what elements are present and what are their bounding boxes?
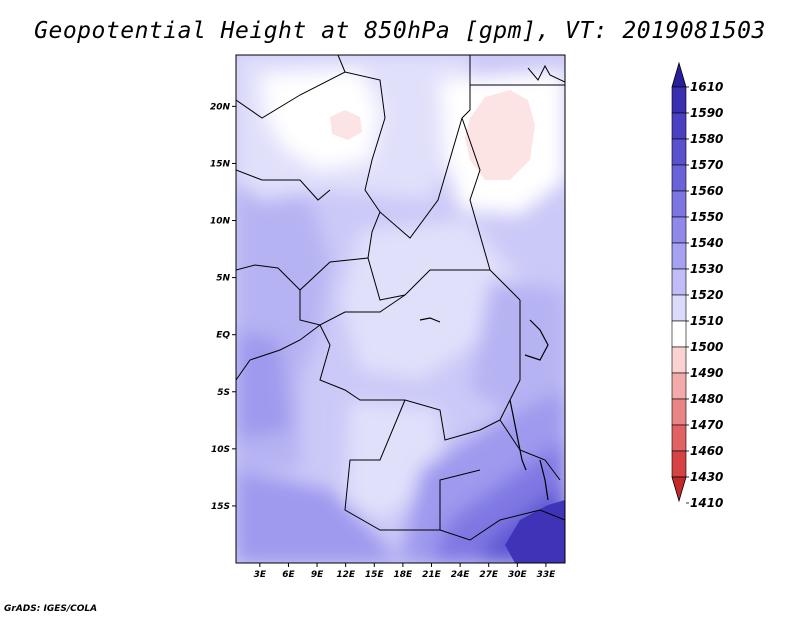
colorbar-level-label: 1560 [690, 184, 723, 198]
lakes [419, 317, 549, 501]
geopotential-field [236, 55, 565, 563]
colorbar-bottom-arrow [671, 476, 687, 503]
border-mali-burkina [236, 169, 331, 201]
lon-tick-label: 18E [394, 570, 414, 580]
lake-inland [419, 317, 441, 323]
lake-victoria [524, 319, 549, 361]
border-congo-drc [319, 324, 481, 441]
border-zambia-zimbabwe [439, 509, 565, 541]
field-southwest-mid-dark [236, 470, 400, 563]
colorbar-top-arrow [671, 61, 687, 88]
colorbar-level-label: 1540 [690, 236, 723, 250]
colorbar: 1610 1590 1580 1570 1560 1550 1540 1530 1520 1510… [671, 61, 723, 510]
colorbar-level-label: 1470 [690, 418, 723, 432]
country-borders [236, 55, 565, 541]
lat-tick-label: EQ [216, 331, 230, 341]
field-north-white [262, 70, 380, 170]
colorbar-level-label: 1410 [690, 496, 723, 510]
plot-frame [235, 54, 566, 564]
colorbar-swatch [671, 424, 687, 452]
lon-tick-label: 21E [422, 570, 442, 580]
colorbar-level-label: 1570 [690, 158, 723, 172]
lon-tick-label: 15E [365, 570, 385, 580]
colorbar-swatch [671, 164, 687, 192]
lon-tick-label: 24E [451, 570, 471, 580]
field-high-pink-east [465, 90, 535, 180]
lat-tick-label: 10S [211, 445, 230, 455]
colorbar-level-label: 1520 [690, 288, 723, 302]
border-car [367, 257, 490, 301]
colorbar-swatch [671, 398, 687, 426]
border-tanzania-malawi [499, 419, 561, 481]
colorbar-swatch [671, 112, 687, 140]
colorbar-level-label: 1430 [690, 470, 723, 484]
longitude-axis: 3E 6E 9E 12E 15E 18E 21E 24E 27E 30E 33E [254, 563, 556, 580]
colorbar-level-label: 1530 [690, 262, 723, 276]
lon-tick-label: 9E [311, 570, 324, 580]
colorbar-level-label: 1500 [690, 340, 723, 354]
colorbar-swatch [671, 216, 687, 244]
field-high-pink-west [330, 110, 362, 140]
colorbar-swatch [671, 268, 687, 296]
lat-tick-label: 5N [216, 274, 230, 284]
latitude-axis: 20N 15N 10N 5N EQ 5S 10S 15S [210, 102, 236, 512]
border-algeria [337, 55, 346, 73]
border-libya-chad [379, 55, 471, 239]
field-east-mid [470, 280, 565, 420]
colorbar-swatch [671, 320, 687, 348]
colorbar-swatch [671, 346, 687, 374]
lon-tick-label: 30E [508, 570, 528, 580]
border-sudan-chad [461, 117, 521, 301]
lake-tanganyika [509, 399, 527, 471]
lat-tick-label: 5S [217, 388, 230, 398]
colorbar-swatch [671, 86, 687, 114]
colorbar-swatch [671, 242, 687, 270]
colorbar-level-label: 1490 [690, 366, 723, 380]
colorbar-level-label: 1550 [690, 210, 723, 224]
field-gulf-mid [236, 330, 290, 440]
colorbar-level-label: 1580 [690, 132, 723, 146]
field-center-very-light [340, 220, 520, 380]
coast-red-sea [527, 64, 565, 83]
border-angola [344, 399, 481, 531]
colorbar-swatch [671, 450, 687, 478]
credit-label: GrADS: IGES/COLA [4, 604, 98, 614]
coast-gulf-guinea [236, 324, 321, 381]
lon-tick-label: 6E [282, 570, 295, 580]
colorbar-level-label: 1480 [690, 392, 723, 406]
colorbar-swatch [671, 190, 687, 218]
colorbar-swatch [671, 294, 687, 322]
colorbar-level-label: 1590 [690, 106, 723, 120]
lon-tick-label: 27E [479, 570, 499, 580]
lat-tick-label: 20N [210, 102, 231, 112]
lon-tick-label: 33E [537, 570, 557, 580]
colorbar-level-label: 1510 [690, 314, 723, 328]
lat-tick-label: 15N [210, 159, 231, 169]
lon-tick-label: 12E [336, 570, 356, 580]
border-niger-nigeria [236, 71, 386, 291]
border-cameroon-south [299, 290, 406, 326]
lat-tick-label: 15S [211, 502, 230, 512]
colorbar-swatch [671, 372, 687, 400]
lon-tick-label: 3E [254, 570, 267, 580]
field-southeast-darkest [505, 500, 565, 563]
map-title: Geopotential Height at 850hPa [gpm], VT:… [34, 18, 766, 44]
colorbar-level-label: 1460 [690, 444, 723, 458]
colorbar-swatch [671, 138, 687, 166]
colorbar-level-label: 1610 [690, 80, 723, 94]
lat-tick-label: 10N [210, 217, 231, 227]
lake-malawi [539, 459, 549, 501]
